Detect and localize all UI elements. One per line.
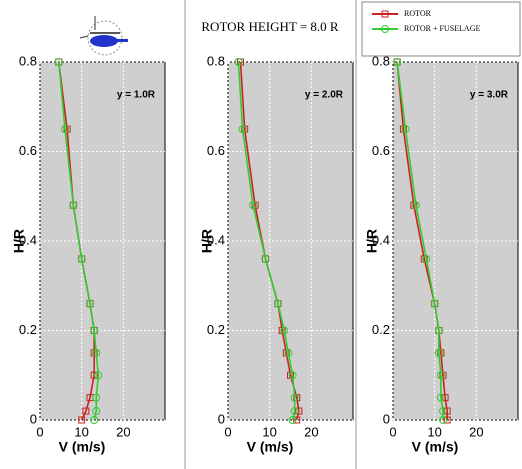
y-tick-label: 0.4 xyxy=(372,232,390,247)
marker xyxy=(284,348,293,357)
annotation: y = 2.0R xyxy=(305,90,344,101)
marker xyxy=(441,394,449,402)
annotation: y = 1.0R xyxy=(117,90,156,101)
x-axis-label: V (m/s) xyxy=(247,439,294,455)
helicopter-icon xyxy=(79,16,128,56)
x-tick-label: 0 xyxy=(389,424,396,439)
series-line xyxy=(239,61,300,421)
marker xyxy=(393,58,402,66)
marker xyxy=(78,416,86,424)
marker xyxy=(411,201,420,210)
series-line xyxy=(57,61,100,421)
marker xyxy=(234,58,243,66)
y-tick-label: 0.4 xyxy=(207,232,225,247)
series-line xyxy=(237,61,296,421)
x-tick-label: 10 xyxy=(427,424,441,439)
y-tick-label: 0.2 xyxy=(19,322,37,337)
legend-marker xyxy=(381,10,389,18)
y-tick-label: 0 xyxy=(218,411,225,426)
x-axis-label: V (m/s) xyxy=(412,439,459,455)
y-axis-label: H/R xyxy=(199,229,215,253)
y-tick-label: 0.8 xyxy=(207,53,225,68)
marker xyxy=(77,254,86,263)
marker xyxy=(92,348,101,357)
y-axis-label: H/R xyxy=(364,229,380,253)
marker xyxy=(90,326,99,335)
chart-title: ROTOR HEIGHT = 8.0 R xyxy=(201,19,339,34)
legend-label: ROTOR xyxy=(404,9,432,18)
legend-label: ROTOR + FUSELAGE xyxy=(404,24,480,33)
marker xyxy=(61,125,69,134)
x-tick-label: 10 xyxy=(74,424,88,439)
marker xyxy=(90,416,99,424)
marker xyxy=(69,201,78,210)
annotation: y = 3.0R xyxy=(470,90,509,101)
marker xyxy=(422,254,431,263)
y-tick-label: 0.6 xyxy=(372,143,390,158)
marker xyxy=(288,371,297,380)
marker xyxy=(290,407,299,416)
marker xyxy=(434,348,443,357)
marker xyxy=(92,407,101,416)
marker xyxy=(92,393,101,402)
plot-area xyxy=(392,61,519,421)
y-tick-label: 0.6 xyxy=(207,143,225,158)
y-tick-label: 0.8 xyxy=(19,53,37,68)
x-axis-label: V (m/s) xyxy=(59,439,106,455)
y-tick-label: 0.6 xyxy=(19,143,37,158)
marker xyxy=(238,125,247,134)
x-tick-label: 20 xyxy=(304,424,318,439)
marker xyxy=(249,201,257,210)
marker xyxy=(436,393,445,402)
marker xyxy=(280,326,289,335)
marker xyxy=(94,371,103,380)
y-tick-label: 0.2 xyxy=(207,322,225,337)
plot-area xyxy=(39,61,166,421)
marker xyxy=(436,371,445,380)
marker xyxy=(82,407,90,415)
x-tick-label: 0 xyxy=(36,424,43,439)
marker xyxy=(290,393,299,402)
marker xyxy=(293,416,301,424)
marker xyxy=(288,416,297,424)
y-tick-label: 0.2 xyxy=(372,322,390,337)
marker xyxy=(434,326,443,335)
marker xyxy=(443,416,451,424)
x-tick-label: 20 xyxy=(116,424,130,439)
y-tick-label: 0 xyxy=(383,411,390,426)
y-tick-label: 0 xyxy=(30,411,37,426)
legend-marker xyxy=(381,25,389,33)
y-tick-label: 0.8 xyxy=(372,53,390,68)
marker xyxy=(295,407,303,415)
marker xyxy=(439,407,447,416)
marker xyxy=(54,58,63,66)
x-tick-label: 0 xyxy=(224,424,231,439)
marker xyxy=(90,371,98,379)
marker xyxy=(430,299,439,308)
marker xyxy=(401,125,410,134)
x-tick-label: 10 xyxy=(262,424,276,439)
marker xyxy=(439,416,447,424)
series-line xyxy=(396,61,444,420)
y-axis-label: H/R xyxy=(11,229,27,253)
marker xyxy=(261,254,270,263)
marker xyxy=(443,407,451,415)
y-tick-label: 0.4 xyxy=(19,232,37,247)
marker xyxy=(274,299,282,308)
marker xyxy=(86,299,94,308)
x-tick-label: 20 xyxy=(469,424,483,439)
